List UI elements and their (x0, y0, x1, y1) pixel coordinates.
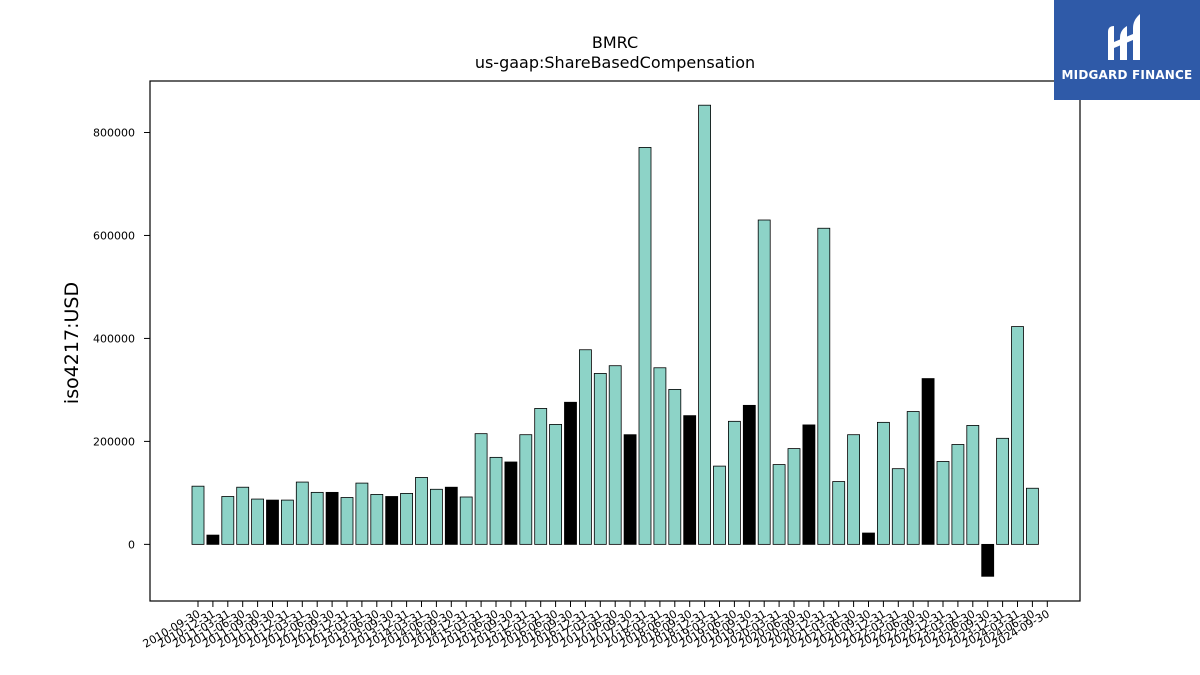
bar-2017-09-30 (623, 434, 637, 545)
bar-2015-06-30 (489, 456, 503, 545)
bar-2018-12-31 (698, 104, 711, 545)
y-tick-label: 800000 (93, 126, 135, 139)
bar-2020-09-30 (802, 424, 816, 545)
y-axis-label: iso4217:USD (61, 282, 83, 404)
x-axis: 2010-09-302010-12-312011-03-312011-06-30… (141, 601, 1052, 651)
bar-2019-06-30 (728, 420, 741, 545)
y-tick-label: 400000 (93, 332, 135, 345)
bar-2013-09-30 (385, 496, 399, 545)
bar-2018-03-31 (653, 367, 667, 545)
bar-2015-03-31 (474, 433, 488, 545)
bar-2022-03-31 (891, 468, 905, 545)
bar-2012-09-30 (325, 491, 339, 545)
bar-2010-09-30 (191, 485, 205, 545)
chart-title: BMRC (592, 33, 638, 52)
bar-2016-09-30 (564, 401, 577, 545)
bar-2013-03-31 (355, 482, 369, 545)
bar-2012-03-31 (295, 481, 309, 545)
bar-2014-06-30 (429, 488, 443, 545)
brand-logo-text: MIDGARD FINANCE (1061, 68, 1193, 82)
midgard-logo-icon (1108, 14, 1140, 60)
bar-2022-12-31 (936, 461, 950, 545)
bar-2011-09-30 (266, 499, 279, 545)
bar-2013-12-31 (400, 492, 414, 545)
bar-2016-12-31 (579, 349, 592, 545)
bar-2021-12-31 (877, 421, 890, 545)
bar-2017-03-31 (593, 373, 607, 545)
bar-2015-12-31 (519, 434, 533, 545)
bar-2011-09-30 (251, 498, 265, 545)
bar-2012-12-31 (340, 497, 354, 545)
brand-logo: MIDGARD FINANCE (1054, 0, 1200, 100)
bar-2023-06-30 (966, 425, 980, 545)
y-tick-label: 200000 (93, 435, 135, 448)
bar-2021-09-30 (862, 532, 875, 545)
bar-2023-09-30 (981, 543, 995, 577)
bar-2022-09-30 (921, 378, 935, 545)
bar-2017-06-30 (608, 365, 622, 545)
bar-2022-06-30 (906, 411, 920, 545)
bar-2024-03-31 (1011, 326, 1024, 545)
bar-2013-06-30 (370, 494, 384, 545)
bar-2016-06-30 (549, 424, 562, 545)
chart-subtitle: us-gaap:ShareBasedCompensation (475, 53, 755, 72)
bar-2014-09-30 (444, 486, 458, 545)
plot-frame (149, 80, 1081, 602)
bar-2010-12-31 (206, 534, 220, 545)
bar-2021-06-30 (847, 434, 860, 545)
bar-2019-12-31 (757, 219, 771, 545)
bar-2020-12-31 (817, 227, 831, 545)
bar-2021-03-31 (832, 481, 846, 545)
y-tick-label: 0 (128, 538, 135, 551)
bar-2014-03-31 (415, 477, 428, 545)
bar-2019-03-31 (713, 465, 726, 545)
bar-2020-06-30 (787, 448, 801, 545)
y-tick-label: 600000 (93, 229, 135, 242)
bar-2018-06-30 (668, 388, 682, 545)
bar-2016-03-31 (534, 408, 548, 545)
bar-2024-06-30 (1026, 487, 1039, 545)
bar-2017-12-31 (638, 147, 652, 545)
bar-2011-12-31 (280, 499, 294, 545)
bar-2014-12-31 (459, 496, 473, 545)
bars-layer (191, 104, 1039, 577)
bar-2023-03-31 (951, 444, 965, 545)
bar-2023-12-31 (996, 437, 1009, 545)
bar-2018-09-30 (683, 415, 697, 545)
bar-2015-09-30 (504, 461, 518, 545)
bar-2020-03-31 (772, 464, 786, 545)
bar-2019-09-30 (742, 404, 756, 545)
y-axis: 0 200000 400000 600000 800000 (93, 126, 150, 551)
bar-2011-06-30 (236, 486, 250, 545)
bar-2011-03-31 (221, 496, 235, 545)
bar-2012-06-30 (310, 491, 324, 545)
